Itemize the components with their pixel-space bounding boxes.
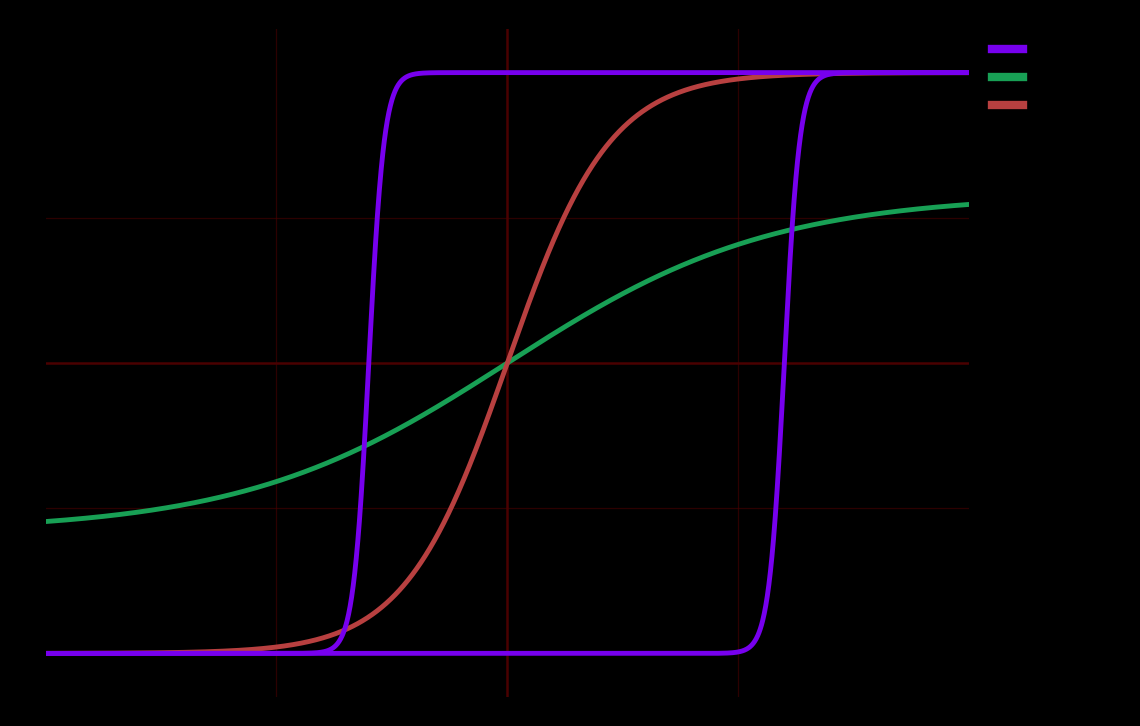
Legend: , , : , ,	[985, 36, 1029, 120]
